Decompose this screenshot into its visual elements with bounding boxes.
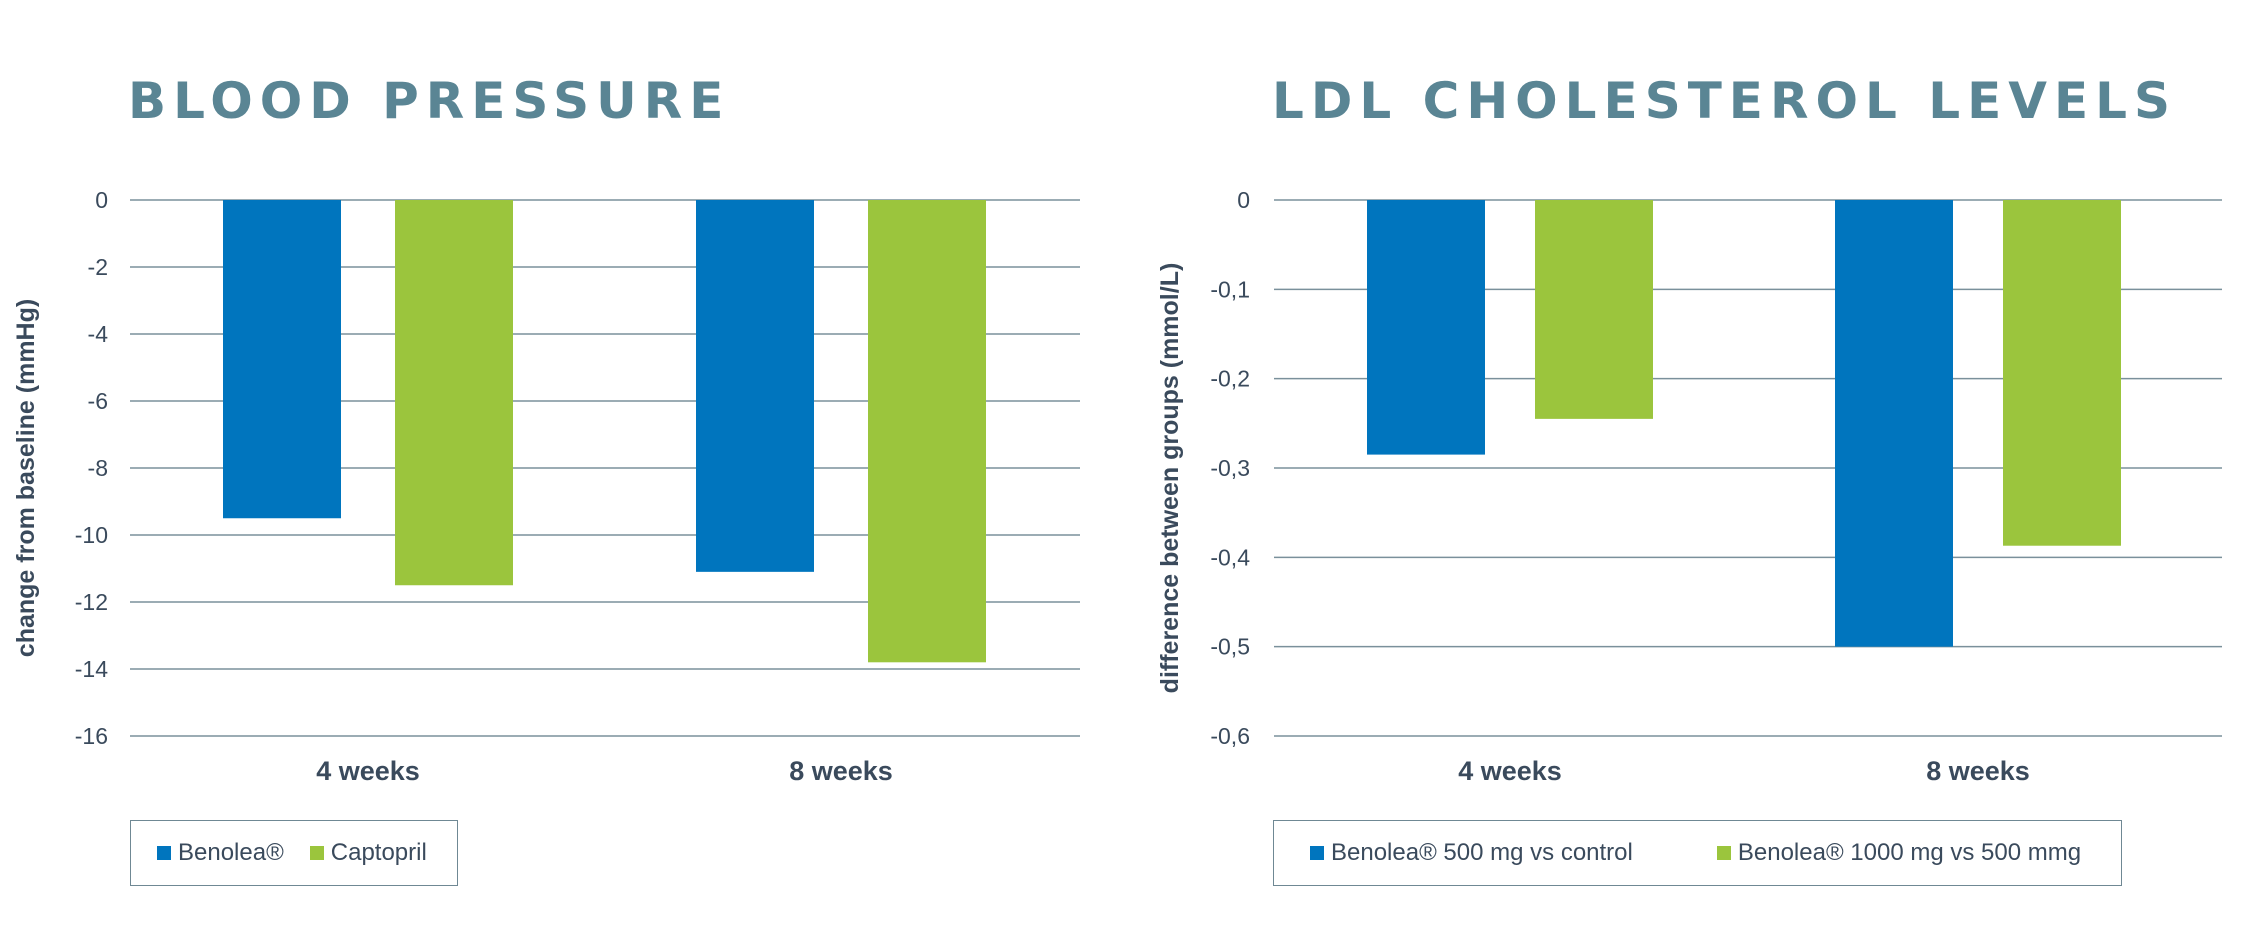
chart-title-ldl-cholesterol: LDL CHOLESTEROL LEVELS <box>1272 72 2177 130</box>
legend-label-benolea-1000: Benolea® 1000 mg vs 500 mmg <box>1737 839 2082 866</box>
ldl-ytick-label: -0,4 <box>1210 544 1250 570</box>
ldl-category-label: 4 weeks <box>1458 756 1562 786</box>
ldl-ytick-label: 0 <box>1237 187 1250 213</box>
ldl-category-label: 8 weeks <box>1926 756 2030 786</box>
legend-label-captopril: Captopril <box>330 839 427 866</box>
bp-ytick-label: -12 <box>75 589 108 615</box>
bp-y-axis-label: change from baseline (mmHg) <box>12 299 40 657</box>
ldl-ytick-label: -0,1 <box>1210 276 1250 302</box>
legend-swatch-benolea-1000 <box>1716 846 1731 860</box>
bp-category-label: 4 weeks <box>316 756 420 786</box>
legend-swatch-benolea <box>157 846 171 860</box>
bp-bar-series2-2 <box>868 200 986 663</box>
bp-ytick-label: 0 <box>95 187 108 213</box>
bp-ytick-label: -14 <box>75 656 108 682</box>
ldl-y-axis-label: difference between groups (mmol/L) <box>1156 263 1184 694</box>
ldl-ytick-label: -0,2 <box>1210 366 1250 392</box>
bp-ytick-label: -10 <box>75 522 108 548</box>
legend-item-benolea: Benolea® <box>157 839 284 867</box>
bp-ytick-label: -8 <box>88 455 108 481</box>
legend-blood-pressure: Benolea® Captopril <box>130 820 458 886</box>
chart-title-blood-pressure: BLOOD PRESSURE <box>128 72 731 130</box>
legend-swatch-benolea-500 <box>1310 846 1324 860</box>
legend-item-benolea-500: Benolea® 500 mg vs control <box>1310 839 1633 867</box>
bp-ytick-label: -16 <box>75 723 108 749</box>
bp-category-label: 8 weeks <box>789 756 893 786</box>
bp-bar-series1-1 <box>223 200 341 519</box>
bp-bar-series1-2 <box>696 200 814 572</box>
ldl-bar-series1-1 <box>1367 200 1485 455</box>
bp-ytick-label: -4 <box>88 321 109 347</box>
ldl-ytick-label: -0,3 <box>1210 455 1250 481</box>
legend-label-benolea: Benolea® <box>178 839 284 866</box>
bp-bar-series2-1 <box>395 200 513 586</box>
ldl-ytick-label: -0,6 <box>1210 723 1250 749</box>
ldl-ytick-label: -0,5 <box>1210 634 1250 660</box>
ldl-bar-series1-2 <box>1835 200 1953 647</box>
ldl-bar-series2-1 <box>1535 200 1653 419</box>
legend-swatch-captopril <box>309 846 324 860</box>
legend-item-benolea-1000: Benolea® 1000 mg vs 500 mmg <box>1716 839 2082 867</box>
bp-ytick-label: -6 <box>88 388 108 414</box>
legend-label-benolea-500: Benolea® 500 mg vs control <box>1331 839 1633 866</box>
legend-ldl-cholesterol: Benolea® 500 mg vs control Benolea® 1000… <box>1273 820 2122 886</box>
ldl-bar-series2-2 <box>2003 200 2121 546</box>
legend-item-captopril: Captopril <box>309 839 427 867</box>
bp-ytick-label: -2 <box>88 254 108 280</box>
